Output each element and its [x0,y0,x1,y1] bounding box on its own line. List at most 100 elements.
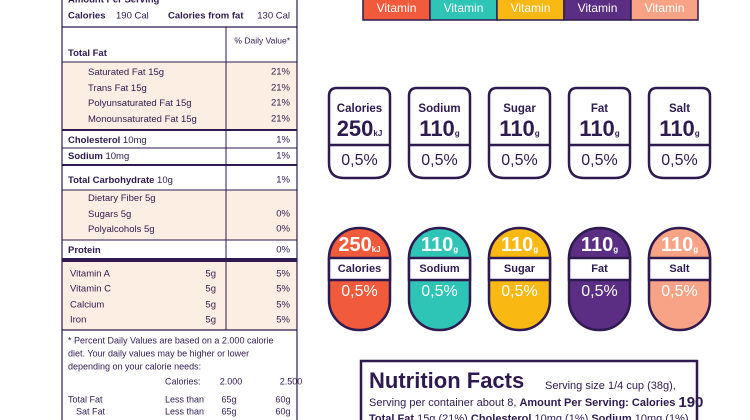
calorie-row-name: Sat Fat [76,406,106,416]
nutrient: Sugars 5g [88,209,131,220]
row-name: Total Carbohydrate 10g [68,175,173,186]
value: 110 [659,116,695,141]
calorie-row-limit: Less than [165,394,204,404]
shaded-band [62,62,297,130]
card-name: Sugar [503,103,536,115]
daily-value: 21% [271,83,291,94]
text: Cholesterol [471,413,532,420]
row-name: Dietary Fiber 5g [88,193,156,204]
calorie-row-value: 60g [275,406,290,416]
calorie-header: Calories: [165,376,201,386]
badge-name: Calories [338,263,381,275]
badge-value: 110g [421,234,458,256]
shaded-band [62,190,297,240]
card-name: Calories [337,103,382,115]
from-fat-label: Calories from fat [168,11,244,22]
badge-pct: 0,5% [661,283,697,300]
calorie-header: 2.000 [220,376,243,386]
unit: g [453,245,458,254]
header: Amount Per Serving [68,0,160,6]
nutrient: Polyunsaturated Fat 15g [88,98,192,109]
daily-value: 0% [276,245,290,256]
badge-value: 110g [581,234,618,256]
card [487,86,552,180]
nutrient: Total Fat [68,48,108,59]
vitamin-name: Iron [70,315,86,326]
calorie-row-name: Total Fat [68,394,103,404]
calorie-row-value: 65g [221,394,236,404]
card-value: 110g [419,116,460,141]
daily-value: 1% [276,135,290,146]
card-pct: 0,5% [501,152,537,169]
badge-value: 110g [661,234,698,256]
row-name: Sodium 10mg [68,151,129,162]
row-name: Trans Fat 15g [88,83,147,94]
calorie-row-limit: Less than [165,406,204,416]
unit: g [535,129,540,138]
unit: g [615,129,620,138]
text: Serving per container about 8, [369,397,519,409]
tab [630,0,699,21]
card [327,86,392,180]
text: 190 [678,394,703,411]
daily-value: 0% [276,209,290,220]
vitamin-amount: 5g [205,284,216,295]
badge-pct: 0,5% [341,283,377,300]
text: 15g (21%) [414,413,471,420]
value: 250 [337,116,374,141]
facts-title: Nutrition Facts [369,368,524,393]
nutrient: Polyalcohols 5g [88,224,155,235]
value: 110 [581,234,613,256]
badge-band [327,256,392,282]
card-pct: 0,5% [421,152,457,169]
row-name: Polyunsaturated Fat 15g [88,98,192,109]
card-name: Sodium [418,103,460,115]
daily-value: 5% [276,315,290,326]
badge-band [487,256,552,282]
row-name: Polyalcohols 5g [88,224,155,235]
badge-band [407,256,472,282]
row-name: Monounsaturated Fat 15g [88,114,197,125]
daily-value: 21% [271,67,291,78]
vitamin-amount: 5g [205,315,216,326]
amount: 10mg [105,151,129,162]
nutrient: Cholesterol [68,135,120,146]
row-name: Cholesterol 10mg [68,135,147,146]
calorie-row-value: 60g [275,394,290,404]
daily-value: 5% [276,284,290,295]
row-name: Saturated Fat 15g [88,67,164,78]
footnote: diet. Your daily values may be higher or… [68,348,249,358]
card-value: 110g [499,116,540,141]
value: 110 [579,116,615,141]
shaded-band [62,260,297,330]
daily-value: 5% [276,269,290,280]
badge-name: Fat [591,263,608,275]
nutrient: Sodium [68,151,103,162]
row-name: Sugars 5g [88,209,131,220]
badge-band [647,256,712,282]
card-name: Fat [591,103,608,115]
nutrient: Saturated Fat 15g [88,67,164,78]
text: Total Fat [369,413,414,420]
unit: g [695,129,700,138]
dv-header: % Daily Value* [234,35,290,45]
footnote: depending on your calorie needs: [68,361,201,371]
value: 110 [499,116,535,141]
card-value: 250kJ [337,116,383,141]
value: 250 [338,234,371,256]
badge-value: 250kJ [338,234,380,256]
unit: kJ [372,245,381,254]
value: 110 [419,116,455,141]
value: 110 [421,234,453,256]
footnote: * Percent Daily Values are based on a 2.… [68,335,273,345]
card-pct: 0,5% [661,152,697,169]
tab-label: Vitamin [377,1,417,15]
from-fat: 130 Cal [257,11,290,22]
badge-value: 110g [501,234,538,256]
card-name: Salt [669,103,690,115]
card-value: 110g [579,116,620,141]
nutrient: Trans Fat 15g [88,83,147,94]
badge-name: Sugar [504,263,536,275]
text: Amount Per Serving: Calories [519,397,678,409]
